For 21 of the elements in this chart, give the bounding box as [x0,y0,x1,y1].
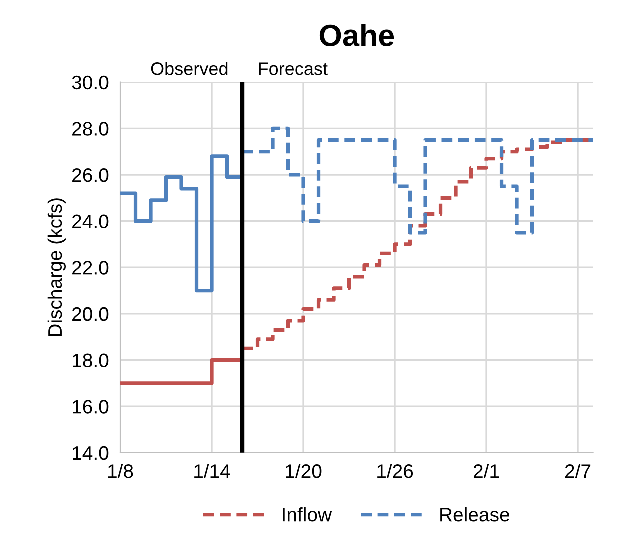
x-tick-label: 1/20 [286,464,322,478]
y-tick-label: 30.0 [72,76,109,90]
x-tick-label: 1/8 [108,464,134,478]
y-tick-label: 16.0 [73,400,109,414]
legend-label: Release [440,507,510,522]
y-axis-title: Discharge (kcfs) [48,198,66,336]
y-tick-label: 20.0 [72,307,109,322]
x-tick-label: 1/14 [194,464,230,478]
y-tick-label: 26.0 [72,168,109,182]
chart-title: Oahe [320,24,394,47]
x-tick-label: 1/26 [378,464,414,478]
x-tick-label: 2/1 [474,464,500,478]
x-tick-label: 2/7 [565,464,591,478]
text: Observed [151,62,228,76]
y-tick-label: 22.0 [72,261,109,275]
y-tick-label: 24.0 [72,214,109,229]
legend-label: Inflow [283,507,332,522]
y-tick-label: 28.0 [72,122,109,136]
y-tick-label: 18.0 [73,354,109,368]
y-tick-label: 14.0 [73,446,109,460]
text: Forecast [259,62,328,76]
